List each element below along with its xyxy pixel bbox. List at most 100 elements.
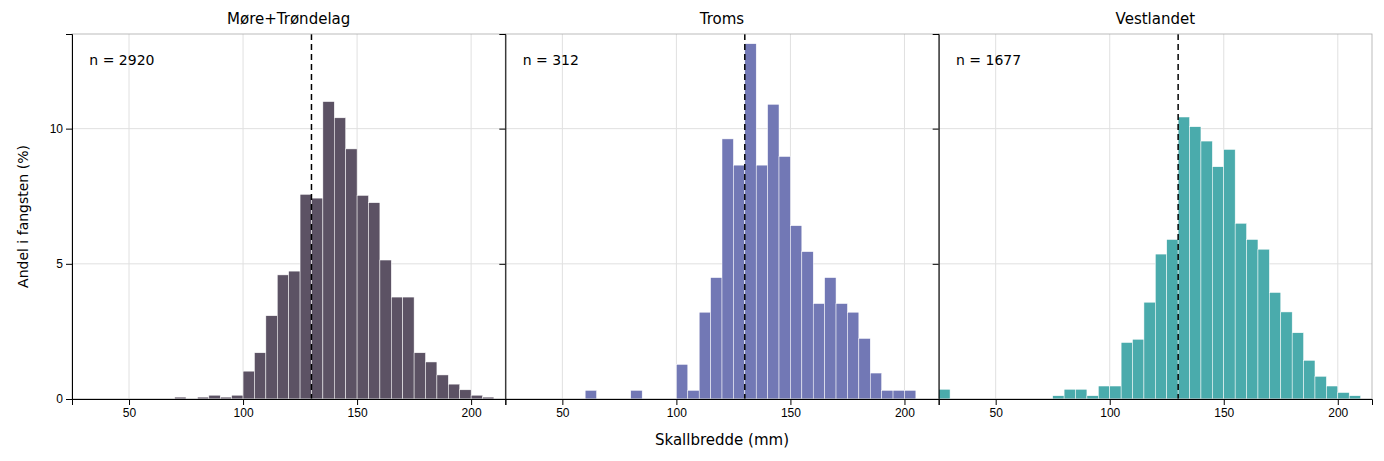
tick: 150: [781, 399, 801, 420]
axis-line: [73, 400, 506, 406]
tick-mark: [904, 399, 905, 405]
tick-label: 200: [462, 406, 482, 420]
bar: [380, 260, 391, 399]
tick-mark: [66, 399, 72, 400]
grid-line: [904, 34, 905, 399]
bar: [836, 304, 847, 399]
bar: [323, 102, 334, 399]
bar: [859, 338, 870, 399]
bar: [1133, 339, 1144, 399]
bar: [585, 390, 596, 399]
tick-label: 5: [56, 257, 63, 271]
bar: [802, 252, 813, 399]
y-axis: [499, 35, 506, 400]
tick-mark: [66, 264, 72, 265]
y-axis-title: Andel i fangsten (%): [15, 145, 31, 288]
grid-line: [471, 34, 472, 399]
annotation: n = 1677: [956, 52, 1021, 68]
tick-mark: [471, 399, 472, 405]
bar: [699, 312, 710, 399]
panel: 501001502000510Møre+Trøndelagn = 2920And…: [15, 10, 506, 420]
tick: 100: [1100, 399, 1120, 420]
tick-label: 0: [56, 392, 63, 406]
frame: [939, 34, 1372, 399]
tick-label: 100: [667, 406, 687, 420]
bar: [232, 395, 243, 399]
grid-line: [72, 128, 505, 129]
tick-mark: [66, 129, 72, 130]
grid-line: [939, 128, 1372, 129]
tick: 5: [56, 257, 72, 271]
plot-area: [939, 34, 1361, 399]
tick-mark: [129, 399, 130, 405]
tick-mark: [243, 399, 244, 405]
bar: [1224, 149, 1235, 399]
bar: [1326, 386, 1337, 399]
tick: 100: [234, 399, 254, 420]
bar: [1190, 127, 1201, 399]
bar: [254, 353, 265, 399]
tick: 200: [1328, 399, 1348, 420]
bar: [813, 304, 824, 399]
bar: [676, 364, 687, 399]
tick-label: 50: [123, 406, 137, 420]
grid-line: [562, 34, 563, 399]
bar: [1155, 254, 1166, 399]
bar: [722, 139, 733, 399]
tick-label: 100: [234, 406, 254, 420]
annotation: n = 312: [523, 52, 579, 68]
bar: [368, 203, 379, 399]
tick-mark: [357, 399, 358, 405]
bar: [1235, 223, 1246, 399]
tick: [499, 264, 505, 265]
bar: [1144, 302, 1155, 399]
bar: [745, 44, 756, 399]
bar: [790, 226, 801, 399]
bar: [1247, 239, 1258, 399]
tick-mark: [996, 399, 997, 405]
bar: [1076, 389, 1087, 399]
tick: 100: [667, 399, 687, 420]
bar: [311, 198, 322, 399]
tick-mark: [676, 399, 677, 405]
reference-line: [311, 34, 313, 399]
plot-area: [175, 34, 494, 399]
bar: [1087, 396, 1098, 399]
tick-mark: [933, 129, 939, 130]
grid-line: [676, 34, 677, 399]
tick-mark: [499, 129, 505, 130]
bar: [870, 373, 881, 399]
bar: [300, 194, 311, 399]
frame: [72, 34, 505, 399]
bar: [266, 316, 277, 399]
grid-line: [243, 34, 244, 399]
bar: [1167, 239, 1178, 399]
tick-mark: [933, 264, 939, 265]
tick-label: 50: [990, 406, 1004, 420]
tick-label: 200: [895, 406, 915, 420]
bar: [277, 275, 288, 399]
bar: [1349, 396, 1360, 399]
bar: [1338, 393, 1349, 399]
grid: [72, 34, 505, 399]
bar: [426, 362, 437, 399]
tick: 50: [123, 399, 137, 420]
bar: [1201, 141, 1212, 399]
x-axis: 50100150200: [506, 399, 939, 420]
annotation: n = 2920: [89, 52, 154, 68]
grid-line: [505, 128, 938, 129]
grid-line: [129, 34, 130, 399]
bar: [1269, 292, 1280, 399]
bar: [1304, 360, 1315, 399]
bar: [471, 395, 482, 399]
reference-line: [744, 34, 746, 399]
bar: [1110, 386, 1121, 399]
frame: [505, 34, 938, 399]
tick-label: 100: [1100, 406, 1120, 420]
tick: [933, 129, 939, 130]
bar: [1258, 249, 1269, 399]
bar: [1121, 342, 1132, 399]
axis-line: [66, 35, 73, 400]
axis-line: [939, 400, 1372, 406]
bar: [1053, 396, 1064, 399]
